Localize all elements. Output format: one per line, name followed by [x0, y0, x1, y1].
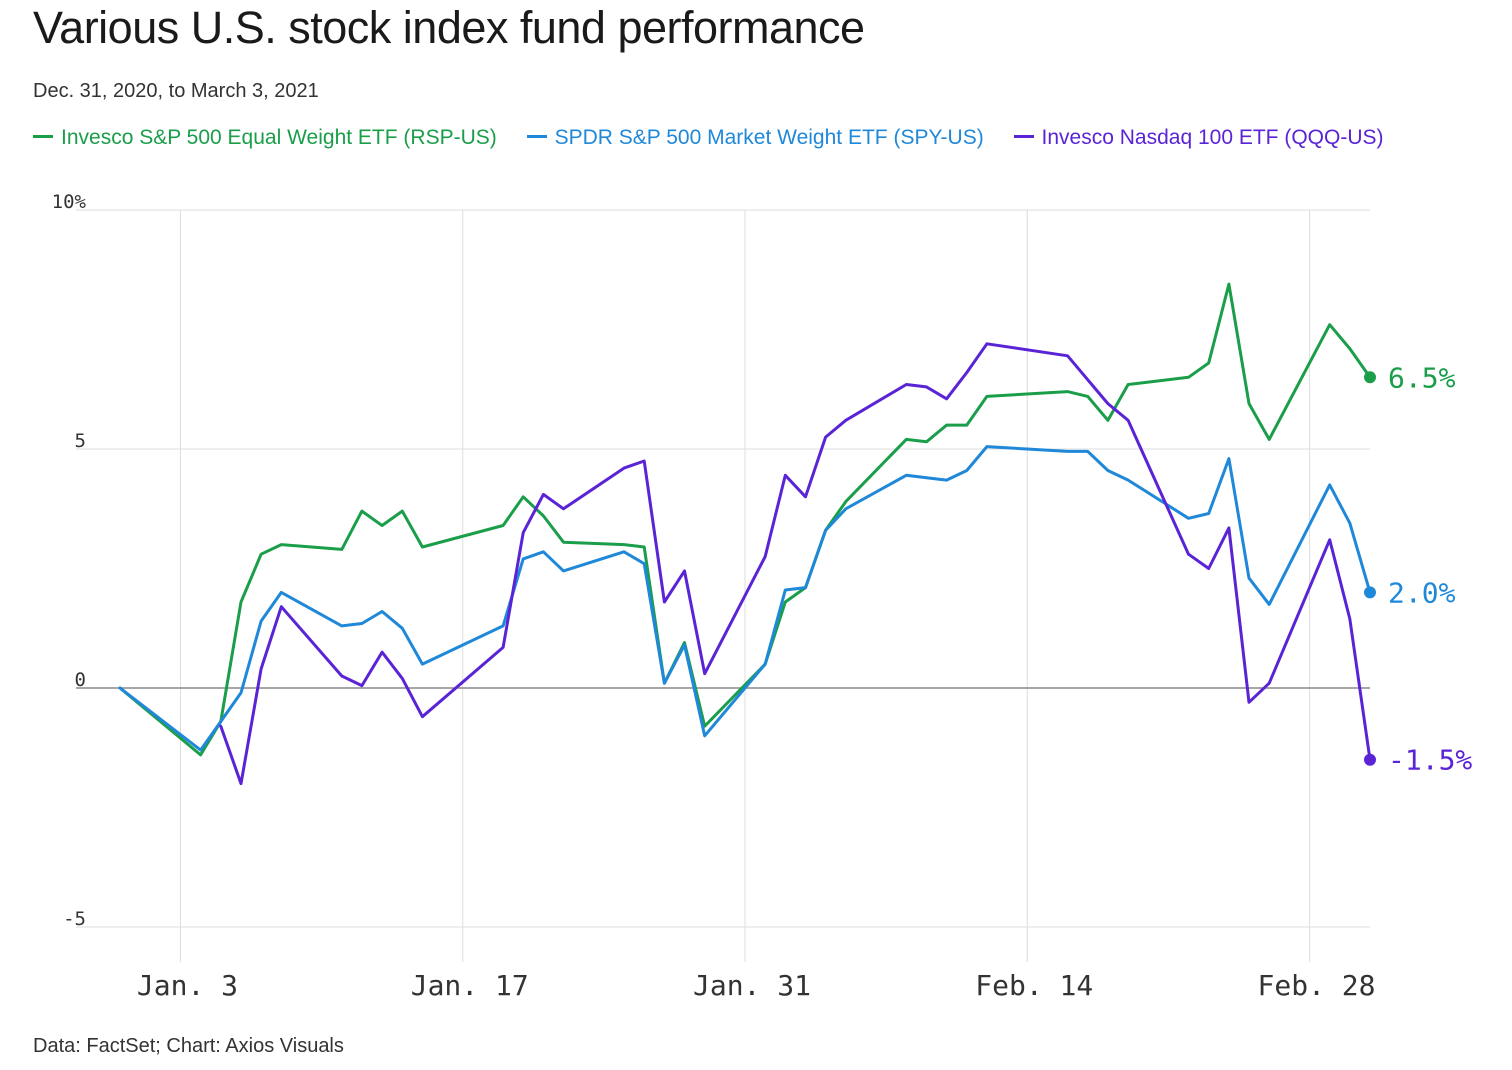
series-end-dot-2: [1364, 753, 1376, 766]
y-tick-label: 0: [75, 669, 86, 691]
chart-subtitle: Dec. 31, 2020, to March 3, 2021: [33, 80, 319, 102]
series-line-2: [219, 342, 1372, 786]
legend-label-spy: SPDR S&P 500 Market Weight ETF (SPY-US): [554, 126, 984, 149]
y-tick-label: 10%: [52, 191, 87, 213]
source-note: Data: FactSet; Chart: Axios Visuals: [33, 1035, 344, 1057]
legend-label-rsp: Invesco S&P 500 Equal Weight ETF (RSP-US…: [61, 126, 497, 149]
series-line-0: [118, 282, 1372, 757]
x-tick-label: Jan. 17: [411, 969, 529, 1002]
x-tick-label: Feb. 14: [975, 969, 1093, 1002]
legend: Invesco S&P 500 Equal Weight ETF (RSP-US…: [33, 126, 1384, 150]
x-tick-label: Feb. 28: [1258, 969, 1376, 1002]
legend-item-qqq: Invesco Nasdaq 100 ETF (QQQ-US): [1013, 126, 1384, 150]
legend-label-qqq: Invesco Nasdaq 100 ETF (QQQ-US): [1041, 126, 1384, 149]
series-end-label-0: 6.5%: [1388, 361, 1456, 394]
legend-swatch-spy: [526, 134, 547, 138]
series-end-label-2: -1.5%: [1388, 744, 1472, 777]
series-end-dot-0: [1364, 371, 1376, 384]
series-end-label-1: 2.0%: [1388, 576, 1456, 609]
x-tick-label: Jan. 31: [693, 969, 811, 1002]
chart-title: Various U.S. stock index fund performanc…: [33, 2, 865, 53]
series-line-1: [118, 445, 1372, 752]
y-tick-label: 5: [75, 430, 86, 452]
x-tick-label: Jan. 3: [137, 969, 238, 1002]
legend-swatch-rsp: [33, 134, 53, 138]
legend-swatch-qqq: [1013, 134, 1034, 138]
series-end-dot-1: [1364, 586, 1376, 599]
legend-item-spy: SPDR S&P 500 Market Weight ETF (SPY-US): [526, 126, 984, 150]
legend-item-rsp: Invesco S&P 500 Equal Weight ETF (RSP-US…: [33, 126, 497, 150]
y-tick-label: -5: [63, 908, 86, 930]
